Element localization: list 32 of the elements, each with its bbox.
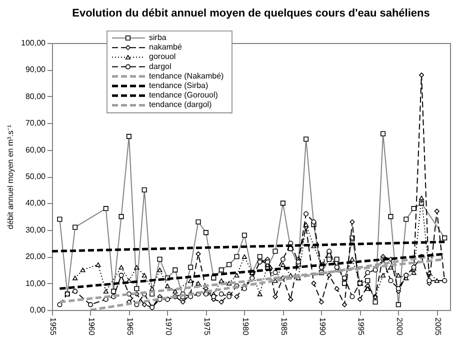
x-tick-label: 1995 [356, 318, 366, 336]
y-tick-label: 80,00 [25, 92, 46, 101]
x-tick-label: 2005 [433, 318, 442, 336]
x-tick-label: 1975 [202, 318, 212, 336]
y-tick-label: 70,00 [25, 118, 46, 128]
y-tick-label: 30,00 [25, 225, 46, 234]
x-tick-label: 1965 [125, 318, 134, 336]
y-tick-label: 10,00 [25, 278, 46, 288]
legend-label: tendance (Nakambé) [149, 71, 224, 80]
y-tick-label: 90,00 [25, 65, 46, 74]
y-axis-title: débit annuel moyen en m³.s⁻¹ [6, 124, 16, 230]
x-tick-label: 1960 [86, 318, 96, 336]
legend-label: tendance (dargol) [149, 100, 212, 110]
x-tick-label: 1970 [164, 318, 173, 336]
x-tick-label: 1990 [318, 318, 327, 336]
y-tick-label: 60,00 [25, 145, 46, 154]
x-tick-label: 1985 [279, 318, 288, 336]
legend-label: sirba [149, 33, 167, 42]
legend-label: dargol [149, 62, 172, 71]
legend-label: nakambé [149, 42, 182, 52]
x-tick-label: 2000 [394, 318, 404, 336]
y-tick-label: 40,00 [25, 198, 46, 208]
y-tick-label: 100,00 [21, 38, 46, 48]
legend-label: tendance (Sirba) [149, 81, 208, 90]
chart-title: Evolution du débit annuel moyen de quelques cours d'eau sahéliens [72, 8, 430, 20]
y-tick-label: 20,00 [25, 252, 46, 262]
legend-label: gorouol [149, 52, 176, 62]
x-tick-label: 1980 [240, 318, 250, 336]
y-tick-label: 0,00 [30, 306, 46, 314]
x-tick-label: 1955 [48, 318, 58, 336]
legend-label: tendance (Gorouol) [149, 90, 218, 100]
y-tick-label: 50,00 [25, 172, 46, 181]
